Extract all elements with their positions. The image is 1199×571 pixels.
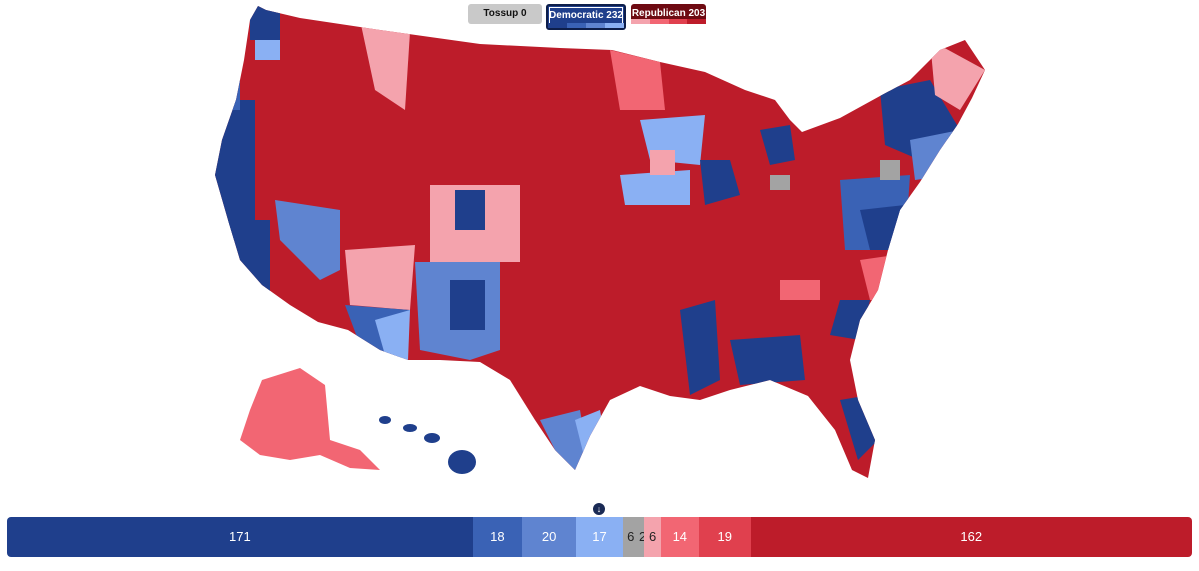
us-house-map xyxy=(215,6,985,478)
legend-republican-button[interactable]: Republican 203 xyxy=(631,4,706,24)
seat-rating-bar: 171 18 20 17 6 2 6 14 19 162 xyxy=(7,517,1192,557)
legend-tossup-label: Tossup 0 xyxy=(483,8,527,19)
legend: Tossup 0 Democratic 232 Republican 203 xyxy=(0,4,1199,30)
rating-segment-safe-dem[interactable]: 171 xyxy=(7,517,473,557)
legend-democratic-stripes xyxy=(548,23,624,28)
rating-segment-tossup-dem-side[interactable]: 6 xyxy=(622,517,639,557)
legend-tossup-button[interactable]: Tossup 0 xyxy=(468,4,542,24)
hawaii-shape xyxy=(379,416,476,474)
rating-segment-lean-rep[interactable]: 14 xyxy=(660,517,699,557)
rating-segment-tilt-rep[interactable]: 6 xyxy=(644,517,661,557)
legend-republican-label: Republican 203 xyxy=(631,8,706,19)
rating-segment-safe-rep[interactable]: 162 xyxy=(750,517,1192,557)
legend-democratic-label: Democratic 232 xyxy=(549,10,623,21)
arrow-down-icon: ↓ xyxy=(593,503,605,515)
rating-segment-tossup-mid[interactable]: 2 xyxy=(638,517,645,557)
rating-segment-lean-dem[interactable]: 20 xyxy=(521,517,577,557)
rating-segment-likely-rep[interactable]: 19 xyxy=(698,517,751,557)
alaska-shape xyxy=(240,368,380,470)
legend-democratic-button[interactable]: Democratic 232 xyxy=(546,4,626,30)
rating-segment-tilt-dem[interactable]: 17 xyxy=(576,517,623,557)
rating-segment-likely-dem[interactable]: 18 xyxy=(472,517,522,557)
legend-republican-stripes xyxy=(631,19,706,24)
